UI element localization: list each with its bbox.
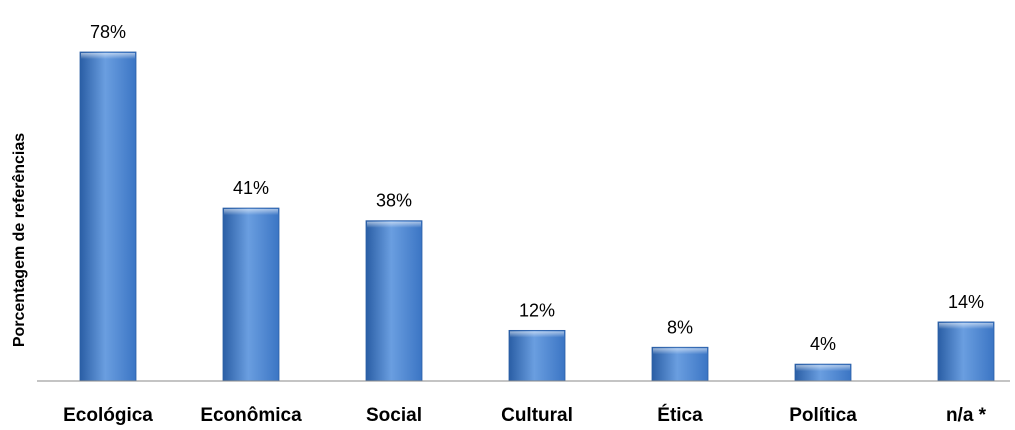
category-label: n/a * <box>946 405 987 426</box>
bar-highlight <box>81 53 135 59</box>
bar-highlight <box>653 348 707 355</box>
bars-group <box>79 51 995 382</box>
y-axis-title: Porcentagem de referências <box>11 133 28 347</box>
bar-highlight <box>367 221 421 228</box>
category-labels-group: Ecológica Econômica Social Cultural Ética Pol… <box>63 404 987 426</box>
bar-highlight <box>796 365 850 372</box>
value-label: 8% <box>667 317 693 337</box>
bar <box>508 329 566 382</box>
y-axis-title-group: Porcentagem de referências <box>11 133 28 347</box>
category-label: Ecológica <box>63 405 153 426</box>
value-label: 12% <box>519 300 555 320</box>
bar-highlight <box>939 322 993 329</box>
value-label: 4% <box>810 334 836 354</box>
value-labels-group: 78% 41% 38% 12% 8% 4% 14% <box>90 22 984 354</box>
bar <box>222 207 280 382</box>
value-label: 78% <box>90 22 126 42</box>
value-label: 41% <box>233 178 269 198</box>
bar <box>79 51 137 382</box>
category-label: Ética <box>657 404 703 426</box>
value-label: 38% <box>376 191 412 211</box>
category-label: Política <box>789 405 857 426</box>
category-label: Cultural <box>501 405 573 426</box>
category-label: Social <box>366 405 422 426</box>
bar <box>937 321 995 382</box>
value-label: 14% <box>948 292 984 312</box>
category-label: Econômica <box>200 405 302 426</box>
bar <box>365 220 423 382</box>
bar-highlight <box>510 331 564 338</box>
bar-highlight <box>224 209 278 216</box>
